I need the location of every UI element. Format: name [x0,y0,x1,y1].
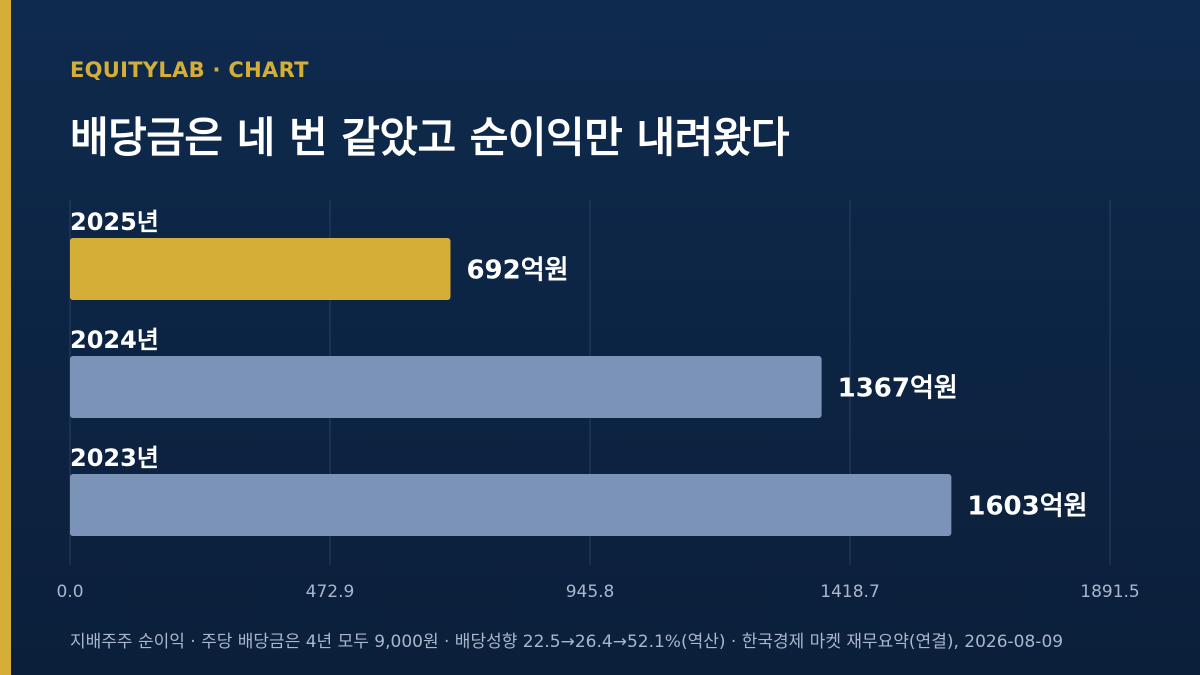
x-axis-ticks: 0.0 472.9 945.8 1418.7 1891.5 [56,582,1139,602]
data-label: 692억원 [466,256,568,286]
bar [70,356,822,418]
data-label: 1367억원 [838,374,958,404]
category-label: 2024년 [70,326,159,354]
category-label: 2025년 [70,208,159,236]
bars: 2025년 692억원 2024년 1367억원 2023년 1603억원 [70,208,1088,536]
bar [70,474,952,536]
accent-stripe [0,0,11,675]
x-tick-label: 1418.7 [820,582,879,602]
x-tick-label: 1891.5 [1080,582,1139,602]
eyebrow-label: EQUITYLAB · CHART [70,58,309,82]
x-tick-label: 0.0 [56,582,83,602]
x-tick-label: 945.8 [566,582,615,602]
data-label: 1603억원 [967,492,1087,522]
x-tick-label: 472.9 [306,582,355,602]
bar [70,238,451,300]
category-label: 2023년 [70,444,159,472]
source-footnote: 지배주주 순이익 · 주당 배당금은 4년 모두 9,000원 · 배당성향 2… [70,632,1064,652]
chart-title: 배당금은 네 번 같았고 순이익만 내려왔다 [70,113,790,162]
